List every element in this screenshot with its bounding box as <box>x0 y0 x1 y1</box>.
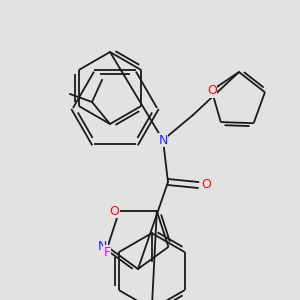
Text: N: N <box>158 134 168 146</box>
Text: F: F <box>103 246 110 259</box>
Text: N: N <box>98 240 107 254</box>
Text: O: O <box>109 205 119 218</box>
Text: O: O <box>201 178 211 191</box>
Text: O: O <box>207 84 217 97</box>
